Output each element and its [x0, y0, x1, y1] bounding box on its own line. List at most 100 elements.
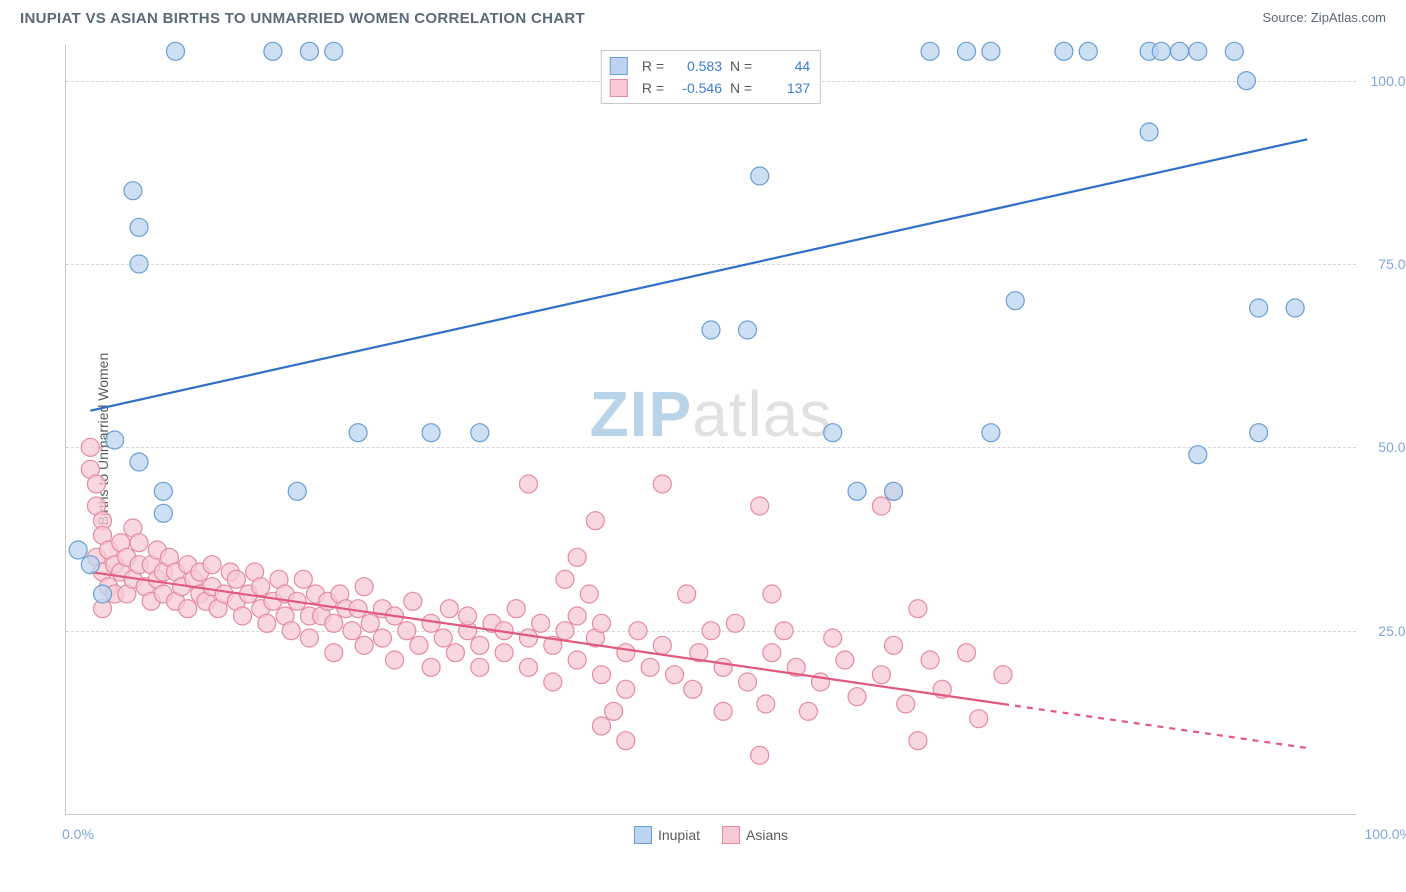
n-label: N = [730, 55, 752, 77]
stats-row-asians: R = -0.546 N = 137 [610, 77, 810, 99]
scatter-point [264, 42, 282, 60]
plot-area: ZIPatlas 25.0%50.0%75.0%100.0% R = 0.583… [65, 44, 1356, 815]
r-value-asians: -0.546 [672, 77, 722, 99]
scatter-point [1152, 42, 1170, 60]
scatter-point [763, 644, 781, 662]
scatter-point [94, 585, 112, 603]
stats-swatch-inupiat [610, 57, 628, 75]
scatter-point [629, 622, 647, 640]
plot-container: Births to Unmarried Women ZIPatlas 25.0%… [65, 44, 1355, 834]
scatter-point [763, 585, 781, 603]
scatter-point [532, 614, 550, 632]
scatter-point [994, 666, 1012, 684]
scatter-point [300, 629, 318, 647]
scatter-point [970, 710, 988, 728]
scatter-point [678, 585, 696, 603]
scatter-point [824, 629, 842, 647]
scatter-point [592, 666, 610, 684]
scatter-point [325, 644, 343, 662]
scatter-point [714, 658, 732, 676]
scatter-point [1055, 42, 1073, 60]
scatter-point [982, 424, 1000, 442]
scatter-point [471, 424, 489, 442]
scatter-point [848, 688, 866, 706]
stats-legend: R = 0.583 N = 44 R = -0.546 N = 137 [601, 50, 821, 104]
scatter-point [702, 321, 720, 339]
scatter-point [154, 504, 172, 522]
scatter-point [568, 548, 586, 566]
scatter-point [410, 636, 428, 654]
stats-row-inupiat: R = 0.583 N = 44 [610, 55, 810, 77]
legend-label-asians: Asians [746, 827, 788, 843]
scatter-point [824, 424, 842, 442]
plot-svg [66, 44, 1356, 814]
scatter-point [799, 702, 817, 720]
scatter-point [361, 614, 379, 632]
scatter-point [568, 651, 586, 669]
scatter-point [495, 644, 513, 662]
scatter-point [507, 600, 525, 618]
scatter-point [885, 636, 903, 654]
n-value-inupiat: 44 [760, 55, 810, 77]
source-label: Source: ZipAtlas.com [1262, 10, 1386, 25]
scatter-point [617, 732, 635, 750]
scatter-point [921, 651, 939, 669]
bottom-legend: Inupiat Asians [634, 826, 788, 844]
scatter-point [124, 182, 142, 200]
scatter-point [252, 578, 270, 596]
scatter-point [81, 438, 99, 456]
scatter-point [684, 680, 702, 698]
scatter-point [958, 42, 976, 60]
scatter-point [106, 431, 124, 449]
scatter-point [556, 570, 574, 588]
scatter-point [714, 702, 732, 720]
scatter-point [446, 644, 464, 662]
n-value-asians: 137 [760, 77, 810, 99]
scatter-point [1237, 72, 1255, 90]
scatter-point [300, 42, 318, 60]
scatter-point [233, 607, 251, 625]
scatter-point [617, 680, 635, 698]
chart-title: INUPIAT VS ASIAN BIRTHS TO UNMARRIED WOM… [20, 10, 585, 27]
y-tick-label: 75.0% [1378, 256, 1406, 272]
scatter-point [130, 218, 148, 236]
scatter-point [885, 482, 903, 500]
scatter-point [422, 614, 440, 632]
scatter-point [556, 622, 574, 640]
scatter-point [325, 614, 343, 632]
scatter-point [355, 636, 373, 654]
scatter-point [921, 42, 939, 60]
y-tick-label: 25.0% [1378, 623, 1406, 639]
scatter-point [653, 636, 671, 654]
scatter-point [519, 629, 537, 647]
scatter-point [440, 600, 458, 618]
scatter-point [294, 570, 312, 588]
scatter-point [751, 746, 769, 764]
scatter-point [130, 534, 148, 552]
scatter-point [836, 651, 854, 669]
scatter-point [739, 673, 757, 691]
scatter-point [580, 585, 598, 603]
legend-item-asians: Asians [722, 826, 788, 844]
scatter-point [605, 702, 623, 720]
scatter-point [355, 578, 373, 596]
scatter-point [154, 482, 172, 500]
scatter-point [653, 475, 671, 493]
scatter-point [739, 321, 757, 339]
scatter-point [909, 600, 927, 618]
legend-label-inupiat: Inupiat [658, 827, 700, 843]
scatter-point [373, 629, 391, 647]
y-tick-label: 50.0% [1378, 439, 1406, 455]
r-value-inupiat: 0.583 [672, 55, 722, 77]
scatter-point [288, 482, 306, 500]
scatter-point [81, 556, 99, 574]
scatter-point [130, 255, 148, 273]
scatter-point [872, 666, 890, 684]
n-label-2: N = [730, 77, 752, 99]
scatter-point [87, 475, 105, 493]
scatter-point [544, 673, 562, 691]
scatter-point [422, 658, 440, 676]
scatter-point [1286, 299, 1304, 317]
scatter-point [1250, 299, 1268, 317]
scatter-point [757, 695, 775, 713]
